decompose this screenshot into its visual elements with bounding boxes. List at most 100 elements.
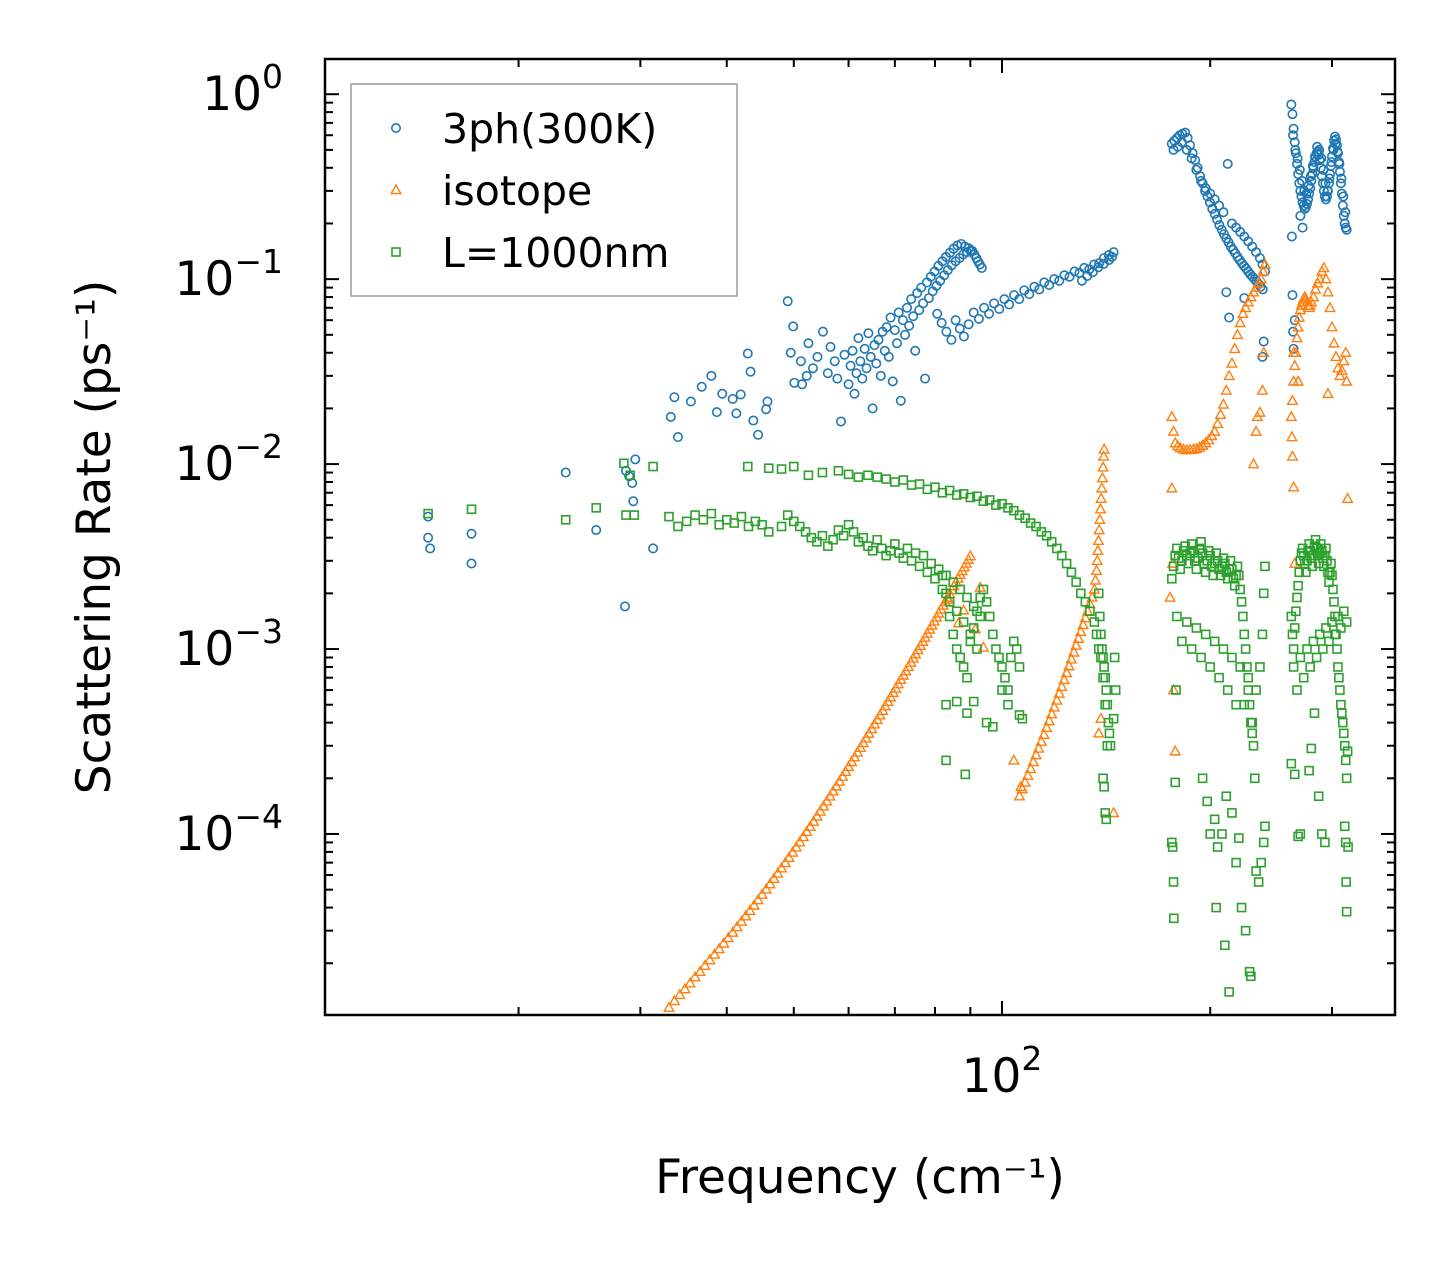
data-point — [1254, 253, 1265, 264]
data-point — [1251, 685, 1261, 695]
data-point — [814, 804, 827, 816]
data-point — [1092, 726, 1105, 738]
data-point — [1332, 644, 1342, 654]
data-point — [1246, 971, 1256, 982]
y-axis-label: Scattering Rate (ps⁻¹) — [67, 280, 122, 795]
data-point — [1066, 567, 1077, 578]
data-point — [703, 953, 716, 965]
data-point — [1247, 728, 1257, 739]
data-point — [1292, 374, 1305, 386]
data-point — [1087, 267, 1098, 278]
data-point — [1234, 833, 1244, 843]
legend-label: 3ph(300K) — [442, 105, 657, 153]
data-point — [1180, 127, 1191, 138]
data-point — [1324, 636, 1334, 647]
data-point — [1091, 554, 1104, 566]
data-point — [1167, 573, 1177, 584]
data-point — [946, 334, 957, 345]
data-point — [885, 312, 896, 323]
data-point — [822, 368, 833, 379]
series-circle — [423, 99, 1352, 612]
data-point — [1049, 274, 1060, 285]
data-point — [1200, 629, 1211, 640]
data-point — [1291, 158, 1302, 169]
data-point — [1293, 311, 1306, 322]
data-point — [1196, 175, 1207, 186]
data-point — [914, 561, 925, 572]
data-point — [731, 408, 742, 419]
data-point — [890, 477, 900, 487]
data-point — [1221, 567, 1232, 578]
data-point — [1099, 781, 1109, 792]
data-point — [1236, 597, 1247, 607]
data-point — [748, 898, 760, 910]
data-point — [1186, 153, 1197, 164]
data-point — [823, 541, 833, 551]
data-point — [906, 480, 917, 490]
data-point — [1197, 773, 1208, 784]
data-point — [1104, 728, 1115, 739]
data-point — [1289, 315, 1300, 326]
data-point — [1291, 606, 1301, 617]
data-point — [979, 302, 990, 313]
data-point — [1191, 564, 1202, 575]
data-point — [1259, 258, 1271, 269]
data-point — [764, 877, 776, 889]
data-point — [1326, 320, 1338, 332]
data-point — [958, 617, 969, 627]
data-point — [1090, 564, 1103, 576]
data-point — [1011, 644, 1022, 654]
data-point — [999, 294, 1010, 305]
data-point — [1222, 685, 1233, 695]
data-point — [698, 514, 709, 525]
data-point — [673, 521, 683, 532]
data-point — [954, 323, 965, 334]
data-point — [863, 470, 873, 481]
data-point — [1311, 652, 1322, 663]
data-point — [1096, 652, 1106, 663]
data-point — [1341, 617, 1352, 627]
data-point — [991, 500, 1001, 510]
data-point — [820, 794, 833, 806]
data-point — [1079, 611, 1092, 623]
data-point — [1231, 699, 1241, 710]
data-point — [1046, 537, 1057, 547]
data-point — [1218, 553, 1229, 563]
data-point — [1287, 346, 1300, 358]
data-point — [788, 516, 799, 527]
data-point — [1027, 755, 1040, 767]
data-point — [1214, 220, 1225, 231]
data-point — [973, 313, 984, 324]
data-point — [984, 611, 995, 622]
data-point — [1102, 699, 1113, 710]
data-point — [619, 458, 629, 469]
data-point — [1286, 99, 1297, 110]
data-point — [1340, 755, 1351, 766]
data-point — [1291, 331, 1303, 343]
data-point — [1217, 829, 1227, 839]
data-point — [962, 708, 972, 718]
data-point — [1101, 814, 1112, 825]
data-point — [1097, 449, 1110, 461]
data-point — [904, 320, 915, 331]
data-point — [1258, 837, 1269, 848]
data-point — [560, 514, 571, 525]
data-point — [1165, 481, 1178, 493]
legend-marker-square — [391, 247, 401, 257]
data-point — [1287, 629, 1298, 640]
data-point — [1338, 728, 1349, 739]
data-point — [1303, 180, 1314, 191]
data-point — [1165, 410, 1178, 422]
data-point — [1094, 502, 1107, 514]
data-point — [1292, 153, 1303, 164]
data-point — [793, 835, 806, 847]
data-point — [663, 1001, 675, 1012]
data-point — [964, 549, 977, 561]
data-point — [871, 358, 882, 369]
data-point — [1064, 271, 1075, 282]
data-point — [797, 830, 810, 842]
data-point — [926, 558, 936, 569]
data-point — [1239, 699, 1250, 710]
data-point — [1320, 837, 1330, 848]
data-point — [423, 532, 434, 543]
